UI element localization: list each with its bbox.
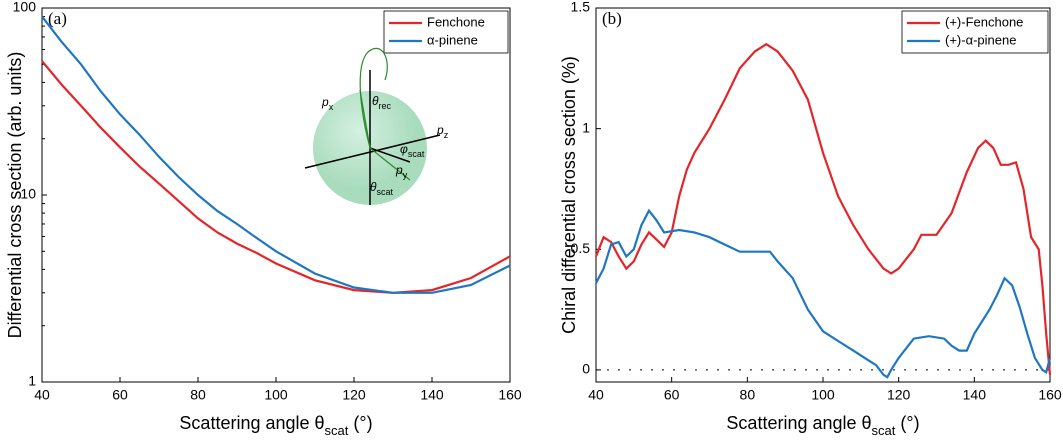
x-tick-label: 140: [963, 387, 987, 403]
legend-label: α-pinene: [427, 32, 478, 47]
inset-label: pz: [436, 123, 449, 140]
scatter-vector: [369, 147, 411, 181]
legend-label: (+)-α-pinene: [945, 32, 1016, 47]
legend-label: (+)-Fenchone: [945, 14, 1023, 29]
series-line: [595, 208, 1052, 379]
inset-label-main: p: [321, 95, 329, 109]
x-tick-label: 60: [112, 387, 128, 403]
legend-label: Fenchone: [427, 14, 485, 29]
x-tick-label: 120: [887, 387, 911, 403]
inset-label-sub: y: [403, 170, 408, 180]
x-axis-label-main: Scattering angle θ: [726, 413, 871, 433]
inset-label-main: p: [436, 123, 444, 137]
axis-z: [304, 134, 441, 169]
x-tick-label: 160: [1038, 387, 1062, 403]
panel: 40 60 80 100 120 140 160 0 0.5 1 1.5 Scattering ang…: [559, 0, 1062, 438]
inset-label-main: p: [395, 163, 403, 177]
panel-label: (b): [602, 9, 622, 28]
inset-label-main: θ: [370, 180, 377, 194]
plot-frame: [41, 7, 511, 383]
inset-label: py: [395, 163, 408, 180]
series-line: [41, 15, 511, 294]
y-axis-label: Differential cross section (arb. units): [5, 52, 25, 339]
y-tick-label: 0.5: [571, 240, 591, 256]
recoil-vector: [359, 89, 371, 149]
inset-label-sub: scat: [377, 187, 394, 197]
y-tick-label: 100: [13, 0, 37, 15]
x-axis-label-unit: (°): [895, 413, 919, 433]
x-tick-label: 60: [664, 387, 680, 403]
x-tick-label: 120: [342, 387, 366, 403]
x-axis-label: Scattering angle θscat (°): [179, 413, 372, 438]
plot-frame: [595, 7, 1051, 383]
y-tick-label: 10: [20, 186, 36, 202]
series-line: [594, 42, 1052, 375]
y-tick-label: 1.5: [571, 0, 591, 15]
x-tick-label: 160: [498, 387, 522, 403]
x-axis-label: Scattering angle θscat (°): [726, 413, 919, 438]
x-tick-label: 100: [264, 387, 288, 403]
arc: [359, 47, 388, 149]
x-axis-label-sub: scat: [325, 423, 349, 438]
inset-label: px: [321, 95, 334, 112]
inset-label-sub: x: [329, 102, 334, 112]
x-tick-label: 80: [190, 387, 206, 403]
inset-label-sub: z: [444, 130, 449, 140]
series-line: [41, 60, 511, 294]
x-axis-label-main: Scattering angle θ: [179, 413, 324, 433]
inset-label-main: φ: [400, 142, 408, 156]
y-axis-label: Chiral differential cross section (%): [559, 56, 579, 334]
inset-label: φscat: [400, 142, 425, 159]
y-tick-label: 1: [582, 119, 590, 135]
x-tick-label: 80: [740, 387, 756, 403]
inset-label-main: θ: [372, 94, 379, 108]
inset-label-sub: scat: [408, 149, 425, 159]
axis-y: [369, 147, 411, 163]
x-axis-label-unit: (°): [348, 413, 372, 433]
y-tick-label: 1: [28, 373, 36, 389]
panel: 40 60 80 100 120 140 160 1 10 100 Scattering angle…: [5, 0, 522, 438]
legend-box: [383, 10, 509, 54]
x-tick-label: 40: [34, 387, 50, 403]
panel-label: (a): [48, 9, 67, 28]
x-axis-label-sub: scat: [872, 423, 896, 438]
x-tick-label: 100: [811, 387, 835, 403]
inset-label: θrec: [372, 94, 392, 111]
x-tick-label: 40: [588, 387, 604, 403]
x-tick-label: 140: [420, 387, 444, 403]
inset-label: θscat: [370, 180, 394, 197]
legend-box: [901, 10, 1049, 54]
y-tick-label: 0: [582, 361, 590, 377]
inset-label-sub: rec: [379, 101, 392, 111]
